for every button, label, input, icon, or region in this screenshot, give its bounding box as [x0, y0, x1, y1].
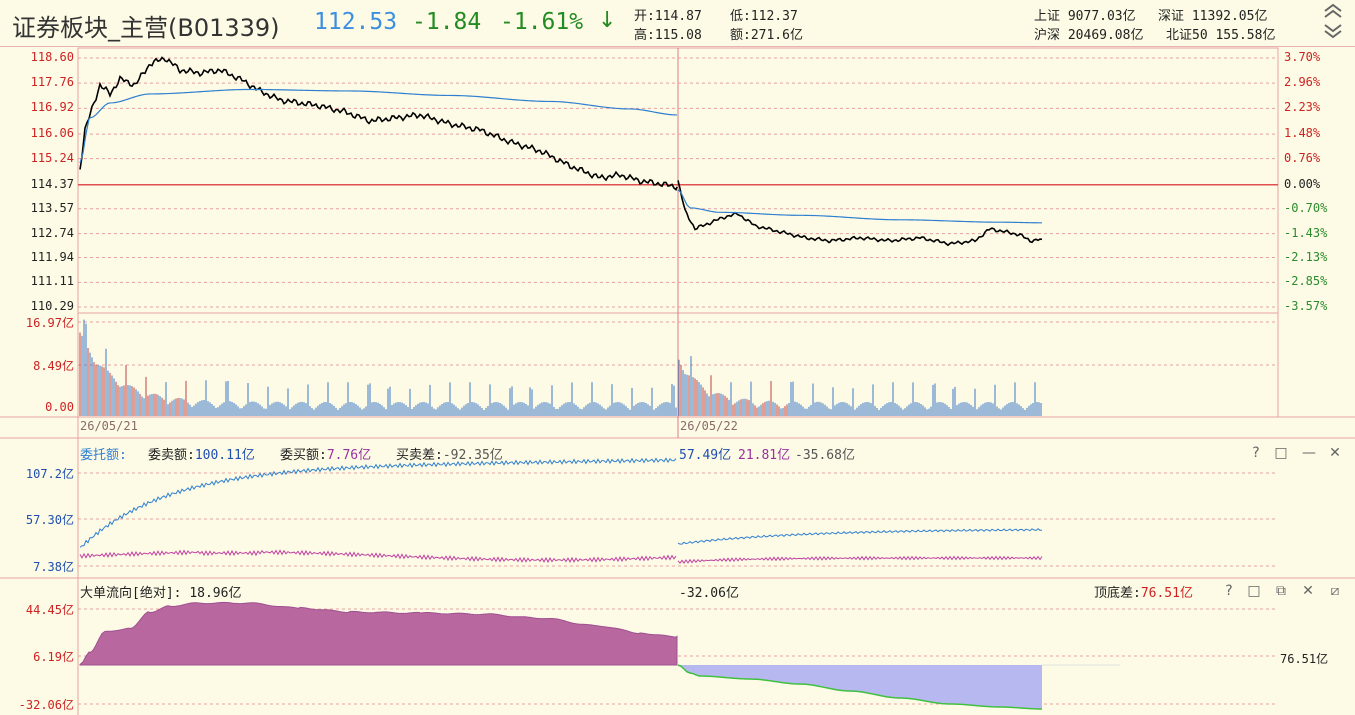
pct-tick-label: -2.85% [1284, 274, 1328, 289]
order-day2-diff: -35.68亿 [795, 448, 855, 463]
flow-settings-button[interactable]: ⧄ [1330, 583, 1340, 599]
scroll-down-icon[interactable] [1322, 22, 1344, 40]
pct-tick-label: -0.70% [1284, 200, 1328, 215]
order-day2-sell: 57.49亿 [679, 448, 732, 463]
scroll-up-icon[interactable] [1322, 2, 1344, 20]
flow-area-day1 [79, 601, 678, 666]
price-tick-label: 117.76 [30, 75, 74, 90]
flow-line-day2 [677, 664, 1042, 710]
last-price: 112.53 [314, 9, 398, 35]
index-shenzhen: 深证 11392.05亿 [1158, 9, 1268, 24]
order-sell-stat: 委卖额:100.11亿 [148, 448, 255, 463]
avg-line-day2 [677, 189, 1043, 224]
flow-close-button[interactable]: ✕ [1302, 583, 1314, 599]
sell-line-day2 [677, 528, 1042, 545]
sell-line-day1 [79, 457, 677, 548]
flow-help-button[interactable]: ? [1225, 583, 1233, 599]
avg-line-day1 [79, 88, 678, 164]
pct-tick-label: -2.13% [1284, 249, 1328, 264]
volume-tick-label: 8.49亿 [33, 359, 74, 373]
minimize-button[interactable]: — [1302, 445, 1316, 461]
price-tick-label: 114.37 [30, 176, 74, 191]
price-tick-label: 111.11 [30, 274, 74, 289]
buy-line-day2 [677, 555, 1043, 564]
order-tick-label: 7.38亿 [33, 560, 74, 574]
order-tick-label: 107.2亿 [25, 467, 74, 481]
pct-tick-label: 0.00% [1284, 176, 1321, 191]
flow-tick-label: 6.19亿 [33, 650, 74, 664]
order-day2-buy: 21.81亿 [738, 448, 791, 463]
down-arrow-icon: ↓ [598, 8, 617, 33]
order-diff-stat: 买卖差:-92.35亿 [396, 448, 503, 463]
price-tick-label: 116.06 [30, 126, 74, 141]
pct-tick-label: -3.57% [1284, 299, 1328, 313]
price-line-day1 [79, 56, 678, 192]
low-stat: 低:112.37 [730, 9, 798, 24]
open-stat: 开:114.87 [634, 9, 702, 24]
volume-tick-label: 0.00 [45, 400, 74, 414]
flow-panel-title: 大单流向[绝对]: 18.96亿 [80, 586, 242, 601]
pct-tick-label: 1.48% [1284, 126, 1321, 141]
amount-stat: 额:271.6亿 [730, 28, 803, 43]
flow-right-label: 76.51亿 [1280, 652, 1329, 666]
flow-area-day2 [678, 665, 1042, 709]
topbottom-stat: 顶底差:76.51亿 [1094, 586, 1193, 601]
order-tick-label: 57.30亿 [25, 513, 74, 527]
pct-tick-label: 2.96% [1284, 75, 1321, 90]
pct-tick-label: -1.43% [1284, 225, 1328, 240]
index-hushen: 沪深 20469.08亿 [1034, 28, 1144, 43]
sector-title: 证券板块_主营(B01339) [12, 14, 280, 42]
pct-tick-label: 2.23% [1284, 100, 1321, 115]
flow-tick-label: 44.45亿 [25, 603, 74, 617]
pct-tick-label: 3.70% [1284, 50, 1321, 64]
flow-restore-button[interactable]: ⧉ [1276, 583, 1286, 599]
price-tick-label: 112.74 [30, 225, 74, 240]
flow-tick-label: -32.06亿 [18, 698, 74, 712]
order-panel-title: 委托额: [80, 448, 127, 463]
date-label-day1: 26/05/21 [80, 419, 138, 433]
close-button[interactable]: ✕ [1329, 445, 1341, 461]
index-beizheng50: 北证50 155.58亿 [1166, 28, 1276, 43]
price-tick-label: 110.29 [30, 299, 74, 313]
pct-tick-label: 0.76% [1284, 150, 1321, 165]
price-tick-label: 113.57 [30, 200, 74, 215]
price-change: -1.84 [412, 9, 482, 35]
price-change-pct: -1.61% [500, 9, 584, 35]
price-tick-label: 111.94 [30, 249, 74, 264]
help-button[interactable]: ? [1252, 445, 1260, 461]
flow-maximize-button[interactable]: □ [1247, 583, 1261, 599]
volume-tick-label: 16.97亿 [25, 316, 74, 330]
index-shanghai: 上证 9077.03亿 [1034, 9, 1136, 24]
quote-header: 证券板块_主营(B01339) 112.53 -1.84 -1.61% ↓ 开:… [0, 0, 1355, 47]
price-tick-label: 115.24 [30, 150, 74, 165]
flow-day2-value: -32.06亿 [679, 586, 739, 601]
high-stat: 高:115.08 [634, 28, 702, 43]
price-line-day2 [677, 180, 1043, 247]
maximize-button[interactable]: □ [1274, 445, 1288, 461]
order-buy-stat: 委买额:7.76亿 [280, 448, 372, 463]
price-tick-label: 116.92 [30, 100, 74, 115]
price-tick-label: 118.60 [30, 50, 74, 64]
buy-line-day1 [79, 549, 677, 564]
date-label-day2: 26/05/22 [680, 419, 738, 433]
